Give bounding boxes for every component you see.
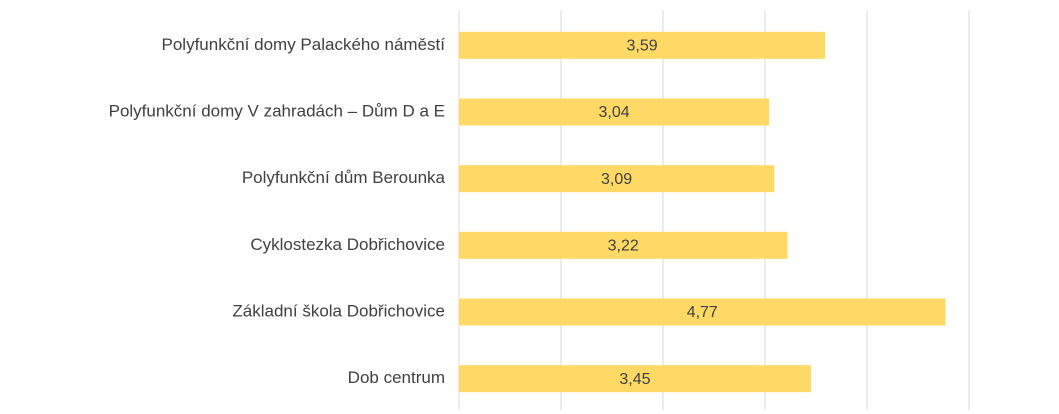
- bar: [459, 31, 826, 59]
- value-label: 4,77: [687, 304, 718, 321]
- bar: [459, 165, 775, 193]
- value-label: 3,09: [601, 171, 632, 188]
- category-label: Polyfunkční domy Palackého náměstí: [162, 35, 446, 54]
- bar: [459, 231, 788, 259]
- value-label: 3,59: [627, 38, 658, 55]
- category-label: Polyfunkční dům Berounka: [242, 168, 446, 187]
- bar: [459, 365, 811, 393]
- value-label: 3,04: [598, 104, 629, 121]
- category-label: Cyklostezka Dobřichovice: [250, 235, 445, 254]
- category-label: Dob centrum: [348, 368, 445, 387]
- bar: [459, 298, 946, 326]
- bar: [459, 98, 770, 126]
- value-label: 3,22: [608, 238, 639, 255]
- category-label: Polyfunkční domy V zahradách – Dům D a E: [109, 101, 445, 120]
- category-label: Základní škola Dobřichovice: [232, 301, 445, 320]
- value-label: 3,45: [619, 371, 650, 388]
